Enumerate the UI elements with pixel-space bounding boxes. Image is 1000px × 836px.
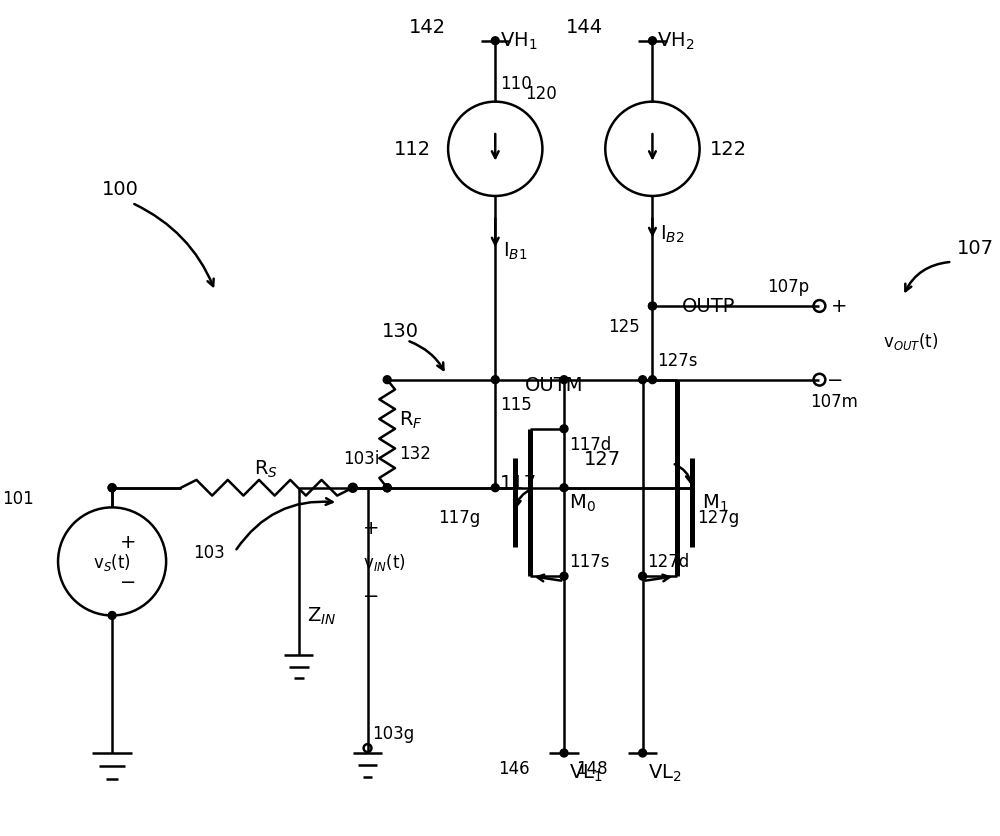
Circle shape — [383, 484, 391, 492]
Circle shape — [491, 38, 499, 46]
Text: VH$_2$: VH$_2$ — [657, 31, 695, 53]
Circle shape — [649, 376, 656, 385]
Text: 144: 144 — [566, 18, 603, 37]
Circle shape — [649, 303, 656, 310]
Circle shape — [108, 484, 116, 492]
Text: VL$_1$: VL$_1$ — [569, 762, 603, 783]
Text: v$_{IN}$(t): v$_{IN}$(t) — [363, 551, 405, 573]
Circle shape — [108, 484, 116, 492]
Text: Z$_{IN}$: Z$_{IN}$ — [307, 605, 336, 626]
Text: 110: 110 — [500, 74, 532, 93]
Circle shape — [560, 573, 568, 580]
Circle shape — [560, 376, 568, 385]
Text: 127d: 127d — [648, 553, 690, 571]
Text: 103g: 103g — [372, 725, 415, 742]
Text: VL$_2$: VL$_2$ — [648, 762, 681, 783]
Circle shape — [108, 612, 116, 619]
Circle shape — [349, 484, 357, 492]
Circle shape — [639, 376, 647, 385]
Text: 125: 125 — [608, 317, 640, 335]
Text: OUTM: OUTM — [525, 375, 583, 395]
Circle shape — [383, 484, 391, 492]
Text: 103i: 103i — [343, 450, 379, 467]
Text: VH$_1$: VH$_1$ — [500, 31, 538, 53]
Text: 127s: 127s — [657, 352, 698, 370]
Text: 112: 112 — [394, 140, 431, 159]
Text: 103: 103 — [193, 543, 225, 561]
Text: −: − — [363, 587, 379, 605]
Text: R$_F$: R$_F$ — [399, 409, 423, 430]
Text: −: − — [120, 572, 136, 591]
Circle shape — [560, 484, 568, 492]
Text: 120: 120 — [525, 84, 556, 103]
Circle shape — [560, 426, 568, 433]
Text: 127g: 127g — [697, 508, 739, 527]
Circle shape — [491, 484, 499, 492]
Circle shape — [383, 484, 391, 492]
Text: 101: 101 — [2, 489, 33, 507]
Text: −: − — [827, 370, 844, 390]
Text: 107: 107 — [957, 238, 994, 257]
Circle shape — [560, 749, 568, 757]
Text: 107p: 107p — [768, 278, 810, 296]
Text: 127: 127 — [584, 449, 621, 468]
Text: 117d: 117d — [569, 435, 611, 453]
Circle shape — [649, 38, 656, 46]
Text: 117: 117 — [500, 474, 537, 492]
Text: 115: 115 — [500, 395, 532, 414]
Text: M$_1$: M$_1$ — [702, 492, 728, 513]
Text: R$_S$: R$_S$ — [254, 458, 278, 479]
Text: 117s: 117s — [569, 553, 609, 571]
Text: OUTP: OUTP — [682, 297, 735, 316]
Text: 107m: 107m — [810, 393, 858, 410]
Text: 146: 146 — [498, 759, 530, 777]
Text: 130: 130 — [382, 322, 419, 340]
Circle shape — [639, 573, 647, 580]
Text: I$_{B1}$: I$_{B1}$ — [503, 240, 528, 262]
Text: M$_0$: M$_0$ — [569, 492, 596, 513]
Text: +: + — [831, 297, 848, 316]
Text: 100: 100 — [102, 180, 139, 198]
Circle shape — [649, 303, 656, 310]
Text: 122: 122 — [709, 140, 747, 159]
Text: 142: 142 — [409, 18, 446, 37]
Text: 117g: 117g — [438, 508, 481, 527]
Text: 148: 148 — [577, 759, 608, 777]
Text: 132: 132 — [399, 445, 431, 463]
Text: +: + — [363, 518, 379, 537]
Text: I$_{B2}$: I$_{B2}$ — [660, 223, 685, 245]
Text: v$_{OUT}$(t): v$_{OUT}$(t) — [883, 330, 939, 351]
Text: +: + — [120, 533, 136, 552]
Circle shape — [349, 484, 357, 492]
Circle shape — [491, 376, 499, 385]
Circle shape — [383, 376, 391, 385]
Circle shape — [639, 749, 647, 757]
Text: v$_S$(t): v$_S$(t) — [93, 551, 131, 573]
